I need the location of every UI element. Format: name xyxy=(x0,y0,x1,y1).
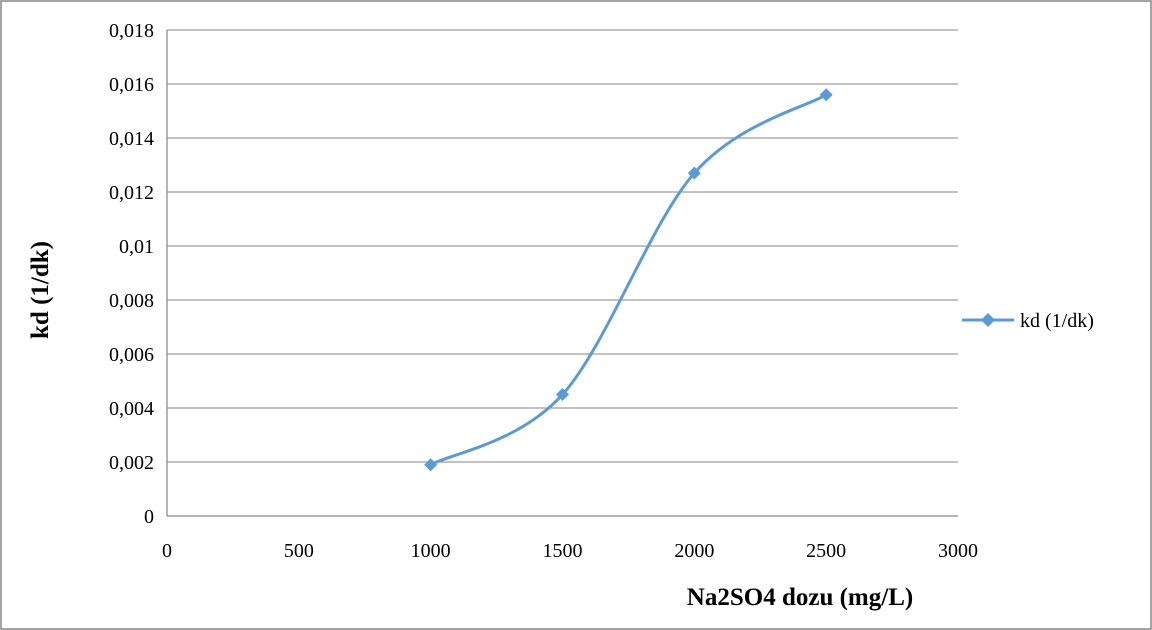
legend: kd (1/dk) xyxy=(962,310,1094,332)
data-point-marker xyxy=(819,88,833,102)
legend-marker xyxy=(981,313,995,327)
x-tick-label: 2000 xyxy=(674,540,714,562)
y-tick-label: 0,002 xyxy=(109,452,154,474)
y-tick-label: 0,016 xyxy=(109,74,154,96)
data-point-marker xyxy=(556,388,569,401)
y-tick-labels: 0 0,002 0,004 0,006 0,008 0,01 0,012 0,014 0,016… xyxy=(109,20,154,528)
y-tick-label: 0,012 xyxy=(109,182,154,204)
y-tick-label: 0,004 xyxy=(109,398,154,420)
y-tick-label: 0,008 xyxy=(109,290,154,312)
y-axis-title: kd (1/dk) xyxy=(27,241,54,339)
series-line xyxy=(429,93,827,467)
x-tick-label: 500 xyxy=(284,540,314,562)
x-tick-label: 3000 xyxy=(938,540,978,562)
y-tick-label: 0,018 xyxy=(109,20,154,42)
series-lines xyxy=(429,93,827,467)
data-markers xyxy=(424,88,833,472)
x-tick-label: 1500 xyxy=(543,540,583,562)
x-tick-label: 2500 xyxy=(806,540,846,562)
y-tick-label: 0 xyxy=(144,506,154,528)
data-point-marker xyxy=(687,166,701,180)
data-point-marker xyxy=(424,458,438,472)
legend-label: kd (1/dk) xyxy=(1020,310,1094,332)
x-tick-labels: 0 500 1000 1500 2000 2500 3000 xyxy=(162,540,978,562)
y-tick-label: 0,01 xyxy=(119,236,154,258)
y-tick-label: 0,006 xyxy=(109,344,154,366)
axes xyxy=(166,30,958,517)
y-tick-label: 0,014 xyxy=(109,128,154,150)
gridlines xyxy=(167,29,958,463)
x-axis-title: Na2SO4 dozu (mg/L) xyxy=(687,584,913,611)
x-tick-label: 1000 xyxy=(411,540,451,562)
x-tick-label: 0 xyxy=(162,540,172,562)
